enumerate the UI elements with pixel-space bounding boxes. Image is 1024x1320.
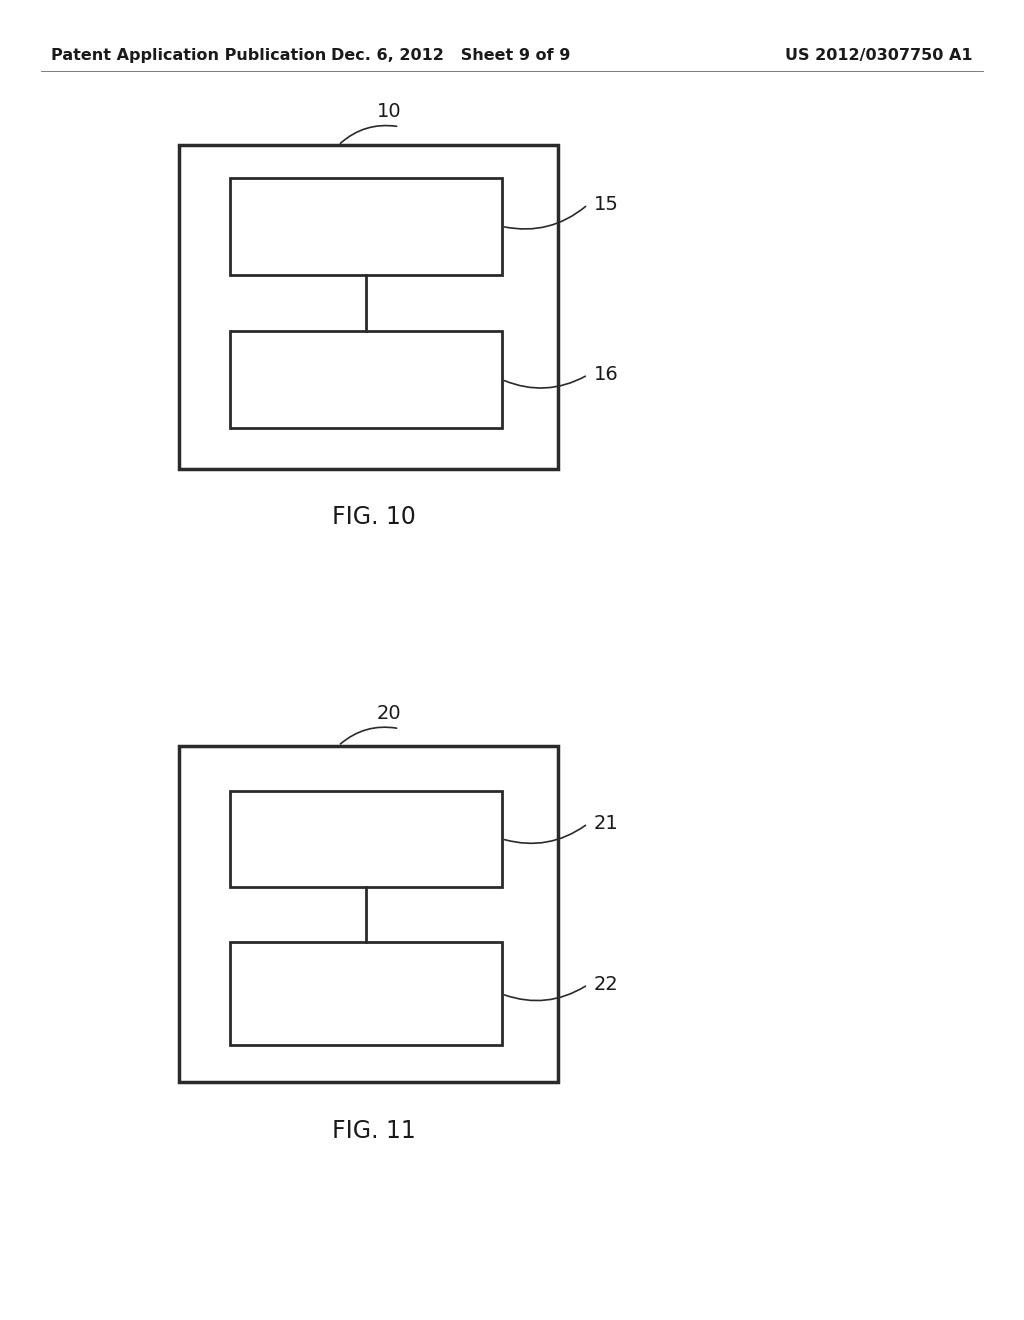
Text: 22: 22 [594, 975, 618, 994]
Text: 16: 16 [594, 366, 618, 384]
Bar [230, 942, 502, 1045]
Text: US 2012/0307750 A1: US 2012/0307750 A1 [785, 48, 973, 63]
Text: FIG. 10: FIG. 10 [332, 506, 416, 529]
Bar [230, 791, 502, 887]
Text: 20: 20 [377, 705, 401, 723]
Bar [230, 331, 502, 428]
Text: 21: 21 [594, 814, 618, 833]
Text: 10: 10 [377, 103, 401, 121]
Bar [179, 746, 558, 1082]
Bar [230, 178, 502, 275]
Bar [179, 145, 558, 469]
Text: Patent Application Publication: Patent Application Publication [51, 48, 327, 63]
Text: FIG. 11: FIG. 11 [332, 1119, 416, 1143]
Text: Dec. 6, 2012   Sheet 9 of 9: Dec. 6, 2012 Sheet 9 of 9 [331, 48, 570, 63]
Text: 15: 15 [594, 195, 618, 214]
